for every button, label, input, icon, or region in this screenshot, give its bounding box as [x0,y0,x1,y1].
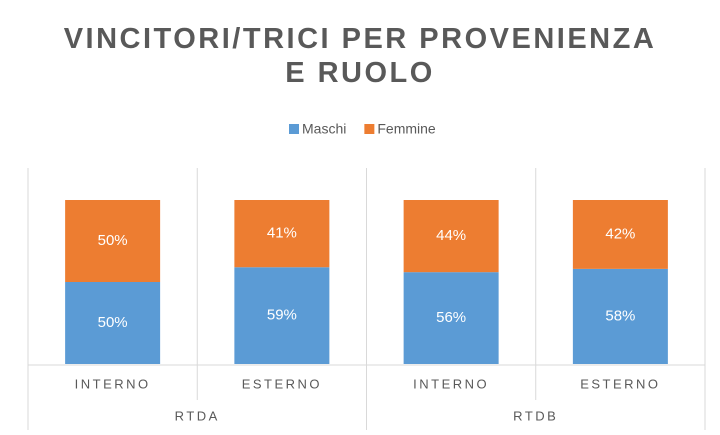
bar-segment [572,268,668,364]
data-label: 42% [605,225,635,242]
bar-segment [234,267,330,364]
legend-swatch [364,124,375,134]
bar-segment [572,200,668,269]
x-tick-label: INTERNO [413,376,489,391]
data-label: 50% [98,314,128,331]
legend-label: Maschi [302,121,346,137]
bar-segment [65,282,161,364]
group-label: RTDA [175,408,220,423]
bar-segment [403,200,499,273]
chart-title: VINCITORI/TRICI PER PROVENIENZA E RUOLO [63,23,657,89]
x-tick-label: INTERNO [75,376,151,391]
data-label: 58% [605,307,635,324]
data-label: 41% [267,225,297,242]
x-tick-label: ESTERNO [242,376,322,391]
data-label: 44% [436,227,466,244]
bar-segment [234,200,330,268]
data-label: 56% [436,309,466,326]
data-label: 59% [267,307,297,324]
x-tick-label: ESTERNO [580,376,660,391]
legend-label: Femmine [377,121,436,137]
data-label: 50% [98,232,128,249]
bar-segment [403,272,499,364]
legend-swatch [289,124,299,134]
group-label: RTDB [513,408,558,423]
bar-segment [65,200,161,282]
